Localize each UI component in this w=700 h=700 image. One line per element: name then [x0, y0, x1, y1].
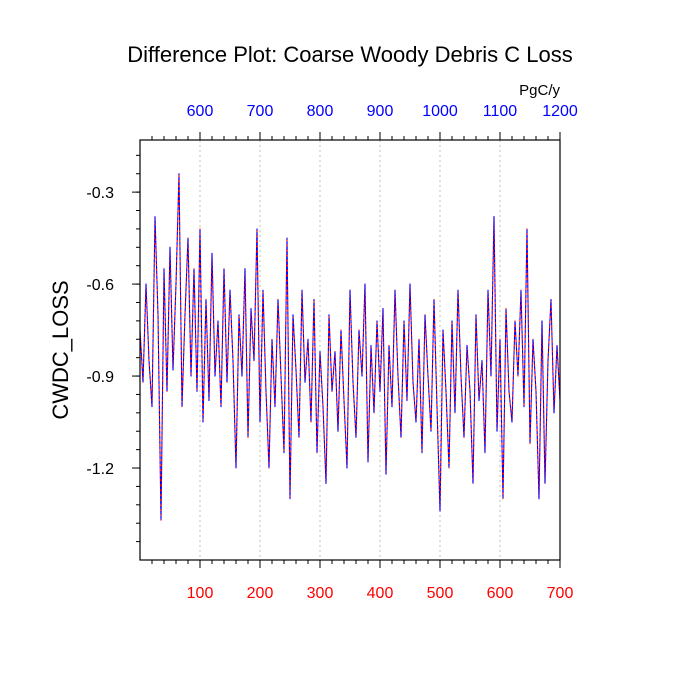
x-top-tick-label-700: 700	[247, 103, 274, 120]
x-bottom-tick-label-300: 300	[307, 585, 334, 602]
y-tick-label-0: -1.2	[86, 461, 114, 478]
chart-title: Difference Plot: Coarse Woody Debris C L…	[127, 42, 573, 67]
x-bottom-tick-label-200: 200	[247, 585, 274, 602]
x-bottom-tick-label-500: 500	[427, 585, 454, 602]
x-top-tick-label-900: 900	[367, 103, 394, 120]
tick-label-layer: 100 200 300 400 500 600 700 600 700 800 900 1000 110…	[86, 103, 577, 602]
x-top-tick-label-1200: 1200	[542, 103, 578, 120]
x-top-tick-label-600: 600	[187, 103, 214, 120]
x-bottom-tick-label-100: 100	[187, 585, 214, 602]
series-line-b	[139, 173, 561, 521]
x-bottom-tick-label-400: 400	[367, 585, 394, 602]
x-bottom-tick-label-700: 700	[547, 585, 574, 602]
plot-frame	[139, 139, 561, 561]
top-axis-units-label: PgC/y	[519, 82, 560, 99]
series-layer	[139, 173, 561, 521]
y-tick-label-3: -0.3	[86, 185, 114, 202]
x-top-tick-label-1100: 1100	[483, 103, 518, 120]
x-bottom-tick-label-600: 600	[487, 585, 514, 602]
y-axis-label: CWDC_LOSS	[48, 280, 73, 419]
x-top-tick-label-1000: 1000	[422, 103, 458, 120]
x-top-tick-label-800: 800	[307, 103, 334, 120]
y-tick-label-2: -0.6	[86, 277, 114, 294]
y-tick-label-1: -0.9	[86, 369, 114, 386]
axis-layer	[132, 132, 561, 568]
